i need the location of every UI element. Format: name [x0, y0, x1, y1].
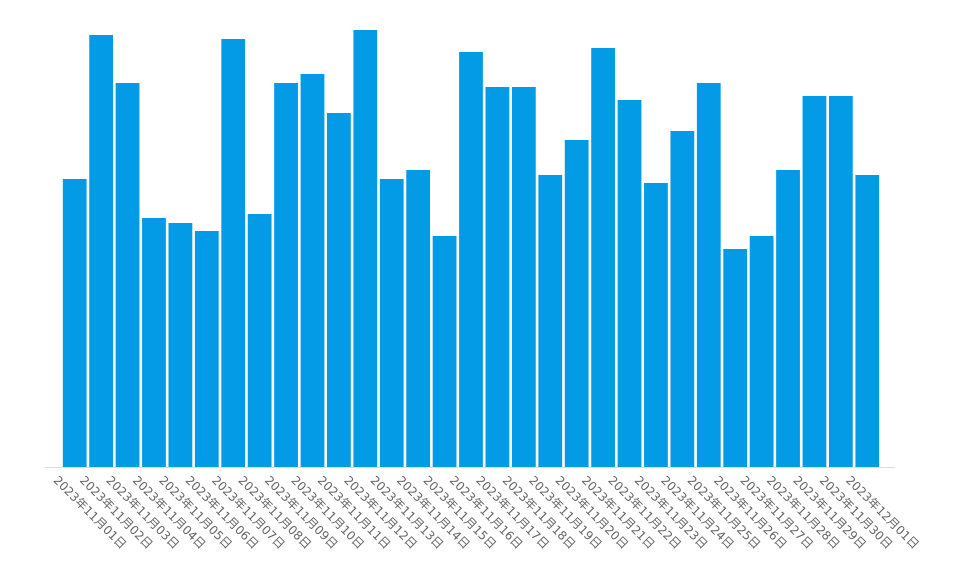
bar [538, 175, 563, 467]
bar [644, 183, 668, 467]
bar [115, 83, 140, 467]
bar [142, 218, 166, 467]
bar [855, 175, 880, 467]
bar [696, 83, 721, 467]
bar [89, 35, 114, 467]
bar [379, 179, 404, 467]
bar [828, 96, 853, 467]
bar [432, 236, 457, 467]
bar [485, 87, 510, 467]
bar [194, 231, 219, 467]
bar [247, 214, 272, 467]
bar [353, 30, 378, 467]
bar [511, 87, 536, 467]
bar [62, 179, 87, 467]
bar [274, 83, 298, 467]
bar [168, 223, 193, 467]
bar [723, 249, 748, 467]
bar [802, 96, 827, 467]
bar [300, 74, 325, 467]
bar [749, 236, 774, 467]
bar [776, 170, 800, 467]
bar [591, 48, 615, 467]
bar [327, 113, 351, 467]
bar [221, 39, 246, 467]
bar [617, 100, 642, 467]
bar [670, 131, 695, 467]
bar [564, 140, 589, 467]
bar [406, 170, 431, 467]
bar [459, 52, 483, 467]
